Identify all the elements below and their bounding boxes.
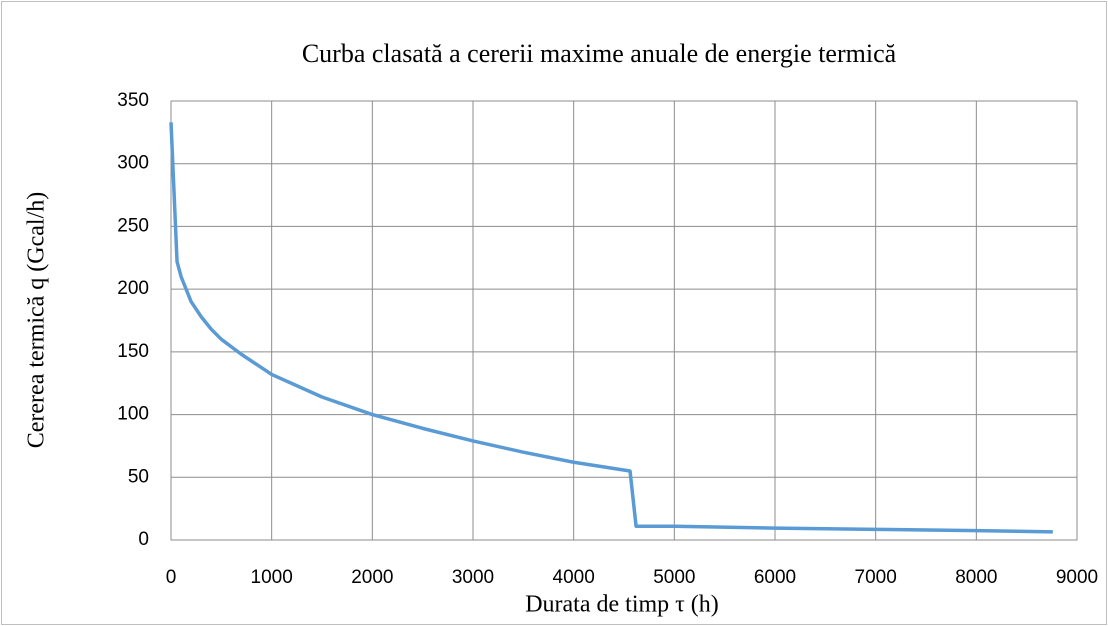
x-axis-label: Durata de timp τ (h): [525, 592, 719, 618]
x-tick-label: 3000: [452, 567, 494, 588]
x-tick-label: 1000: [251, 567, 293, 588]
x-tick-label: 7000: [855, 567, 897, 588]
y-tick-label: 50: [128, 466, 149, 487]
y-tick-label: 250: [117, 215, 149, 236]
chart-title: Curba clasată a cererii maxime anuale de…: [302, 39, 897, 68]
x-tick-label: 2000: [351, 567, 393, 588]
x-tick-label: 0: [166, 567, 177, 588]
x-tick-label: 4000: [553, 567, 595, 588]
x-tick-label: 8000: [955, 567, 997, 588]
y-tick-label: 200: [117, 278, 149, 299]
y-tick-label: 350: [117, 90, 149, 111]
y-tick-label: 300: [117, 153, 149, 174]
y-tick-label: 0: [138, 529, 149, 550]
x-tick-label: 6000: [754, 567, 796, 588]
data-line: [169, 122, 1053, 534]
y-axis-label: Cererea termică q (Gcal/h): [24, 192, 50, 449]
x-tick-label: 9000: [1056, 567, 1098, 588]
y-tick-label: 100: [117, 404, 149, 425]
y-tick-label: 150: [117, 341, 149, 362]
x-tick-label: 5000: [653, 567, 695, 588]
